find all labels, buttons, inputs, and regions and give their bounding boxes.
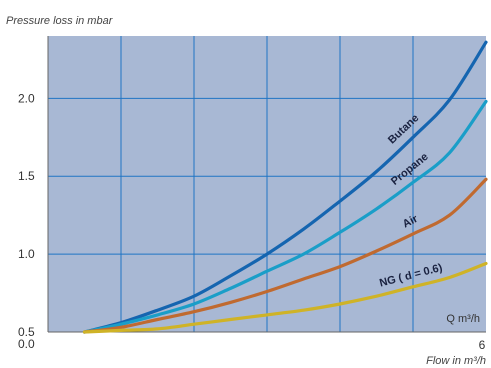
- x-tick-labels: 6: [479, 338, 486, 352]
- series-line: [82, 177, 488, 334]
- series-line: [82, 40, 488, 334]
- y-tick-label: 1.5: [18, 169, 35, 183]
- vertical-gridlines: [120, 36, 414, 332]
- x-axis-title: Flow in m³/h: [426, 355, 486, 367]
- series-lines: [82, 40, 488, 334]
- x-tick-label: 6: [479, 338, 486, 352]
- y-tick-labels: 0.00.5 1.0 1.5 2.0: [18, 91, 35, 351]
- series-line: [82, 261, 488, 334]
- y-tick-label: 2.0: [18, 91, 35, 105]
- series-line: [82, 99, 488, 334]
- y-tick-label: 1.0: [18, 247, 35, 261]
- y-tick-label: 0.5: [18, 325, 35, 339]
- y-axis-title: Pressure loss in mbar: [6, 15, 114, 27]
- y-tick-label: 0.0: [18, 337, 35, 351]
- x-axis-unit-label: Q m³/h: [446, 313, 480, 325]
